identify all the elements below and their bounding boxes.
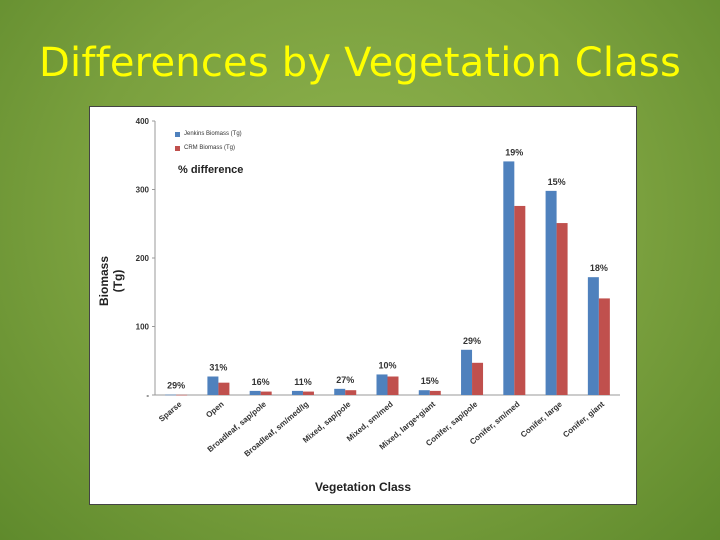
bar-jenkins bbox=[587, 277, 599, 395]
bar-jenkins bbox=[291, 390, 303, 395]
percent-annotation: 15% bbox=[421, 376, 439, 386]
bar-jenkins bbox=[461, 349, 473, 395]
bar-crm bbox=[429, 390, 441, 395]
bar-crm bbox=[345, 390, 357, 395]
bar-crm bbox=[176, 394, 188, 396]
bar-crm bbox=[260, 391, 272, 395]
y-tick-label: 400 bbox=[136, 117, 150, 126]
percent-difference-title: % difference bbox=[178, 164, 244, 176]
chart-frame: 400 300 200 100-29% Sparse 31% Open 16% Broadlea… bbox=[89, 106, 637, 505]
percent-annotation: 29% bbox=[463, 336, 481, 346]
bar-jenkins bbox=[376, 374, 388, 395]
legend-label-crm: CRM Biomass (Tg) bbox=[184, 145, 236, 151]
bar-crm bbox=[302, 391, 314, 395]
legend-entry-crm: CRM Biomass (Tg) bbox=[175, 141, 242, 155]
y-tick-label: 300 bbox=[136, 186, 150, 195]
bar-chart: 400300200100-29%Sparse31%Open16%Broadlea… bbox=[136, 117, 620, 459]
legend-entry-jenkins: Jenkins Biomass (Tg) bbox=[175, 127, 242, 141]
percent-annotation: 19% bbox=[505, 147, 523, 157]
y-axis-label: Biomass (Tg) bbox=[97, 255, 125, 307]
y-tick-label: 200 bbox=[136, 254, 150, 263]
percent-annotation: 15% bbox=[548, 177, 566, 187]
percent-annotation: 27% bbox=[336, 375, 354, 385]
x-tick-label: Conifer, giant bbox=[561, 399, 606, 439]
percent-annotation: 29% bbox=[167, 381, 185, 391]
y-tick-label: - bbox=[146, 391, 149, 400]
bar-jenkins bbox=[503, 161, 515, 395]
bar-crm bbox=[218, 382, 230, 395]
percent-annotation: 10% bbox=[378, 360, 396, 370]
bar-jenkins bbox=[207, 376, 219, 395]
bar-crm bbox=[514, 205, 526, 395]
chart-legend: Jenkins Biomass (Tg) CRM Biomass (Tg) bbox=[175, 127, 242, 155]
bar-jenkins bbox=[545, 190, 557, 395]
bar-crm bbox=[556, 223, 568, 395]
percent-annotation: 11% bbox=[294, 377, 312, 387]
legend-swatch-jenkins bbox=[175, 131, 180, 137]
legend-swatch-crm bbox=[175, 145, 180, 151]
percent-annotation: 18% bbox=[590, 263, 608, 273]
x-tick-label: Open bbox=[204, 400, 226, 420]
x-axis-label: Vegetation Class bbox=[314, 480, 412, 494]
slide-title: Differences by Vegetation Class bbox=[39, 40, 681, 86]
legend-label-jenkins: Jenkins Biomass (Tg) bbox=[184, 131, 242, 137]
bar-jenkins bbox=[418, 390, 430, 395]
bar-crm bbox=[387, 376, 399, 395]
bar-jenkins bbox=[249, 390, 261, 395]
x-tick-label: Sparse bbox=[157, 399, 184, 423]
bar-jenkins bbox=[165, 394, 177, 396]
bar-jenkins bbox=[334, 388, 346, 395]
y-tick-label: 100 bbox=[136, 323, 150, 332]
bar-crm bbox=[472, 362, 484, 395]
percent-annotation: 31% bbox=[209, 363, 227, 373]
x-tick-label: Conifer, large bbox=[519, 399, 564, 439]
bar-crm bbox=[598, 298, 610, 395]
percent-annotation: 16% bbox=[252, 377, 270, 387]
